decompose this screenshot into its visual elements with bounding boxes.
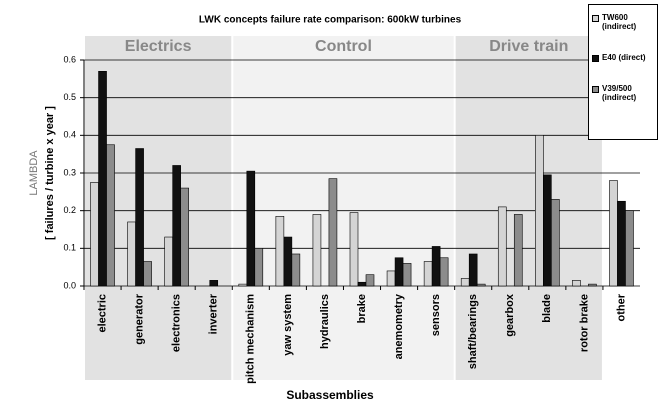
legend-label: V39/500 (indirect) (602, 84, 637, 102)
bar (476, 283, 486, 287)
bar (349, 212, 359, 287)
bar (328, 178, 338, 287)
bar (609, 180, 618, 287)
bar (98, 71, 107, 287)
group-band (233, 36, 454, 380)
bar (238, 283, 248, 287)
bar (291, 253, 301, 287)
x-axis-title: Subassemblies (286, 388, 374, 402)
bar (164, 236, 173, 287)
y-tick-label: 0.1 (63, 243, 76, 253)
bar (535, 135, 544, 287)
legend-swatch (592, 15, 599, 22)
x-tick-label: sensors (430, 294, 442, 336)
bar (386, 270, 396, 287)
x-tick-label: generator (134, 293, 146, 344)
bar (180, 187, 189, 287)
bar (106, 144, 115, 287)
bar (572, 280, 581, 287)
legend-item: TW600 (indirect) (592, 13, 654, 31)
legend-swatch (592, 86, 599, 93)
x-tick-label: electric (96, 294, 108, 333)
bar (460, 278, 470, 287)
group-label: Drive train (489, 38, 568, 55)
x-tick-label: hydraulics (319, 294, 331, 349)
bar (275, 216, 285, 287)
legend-item: E40 (direct) (592, 53, 654, 62)
legend: TW600 (indirect) E40 (direct) V39/500 (ind… (588, 4, 658, 140)
bar (617, 200, 626, 287)
group-label: Control (315, 38, 372, 55)
legend-swatch (592, 55, 599, 62)
bar (394, 257, 404, 287)
x-tick-label: pitch mechanism (245, 294, 257, 384)
y-tick-label: 0.2 (63, 205, 76, 215)
bar (551, 199, 560, 287)
bar (135, 148, 144, 287)
bar (254, 248, 264, 287)
bar (357, 281, 367, 287)
chart-title: LWK concepts failure rate comparison: 60… (199, 15, 462, 26)
y-tick-label: 0.5 (63, 92, 76, 102)
legend-item: V39/500 (indirect) (592, 84, 654, 102)
bar (625, 210, 634, 287)
x-tick-label: shaft/bearings (467, 294, 479, 369)
x-tick-label: inverter (208, 293, 220, 334)
bar (143, 261, 152, 287)
x-tick-label: anemometry (393, 293, 405, 359)
bar (312, 214, 322, 287)
bar (497, 206, 507, 287)
legend-label: E40 (direct) (602, 53, 646, 62)
bar (365, 274, 375, 287)
y-axis-title: LAMBDA (28, 150, 40, 196)
y-axis-title: [ failures / turbine x year ] (44, 106, 56, 240)
x-tick-label: rotor brake (578, 294, 590, 352)
bar (246, 170, 256, 287)
bar (90, 182, 99, 287)
y-tick-label: 0.0 (63, 280, 76, 290)
bar (431, 246, 441, 287)
x-tick-label: yaw system (282, 294, 294, 356)
x-tick-label: other (615, 293, 627, 321)
y-tick-label: 0.6 (63, 54, 76, 64)
x-tick-label: brake (356, 294, 368, 323)
y-tick-label: 0.4 (63, 130, 76, 140)
x-tick-label: electronics (171, 294, 183, 352)
bar (588, 283, 597, 287)
bar (402, 263, 412, 287)
bar (439, 257, 449, 287)
group-band (455, 36, 602, 380)
group-label: Electrics (125, 38, 192, 55)
bar (209, 280, 219, 287)
bar (172, 165, 181, 287)
x-tick-label: blade (541, 294, 553, 323)
bar (513, 214, 523, 287)
bar (468, 253, 478, 287)
bar (127, 221, 136, 287)
bar (283, 236, 293, 287)
bar (543, 174, 552, 287)
bar (423, 261, 433, 287)
y-tick-label: 0.3 (63, 167, 76, 177)
legend-label: TW600 (indirect) (602, 13, 637, 31)
x-tick-label: gearbox (504, 293, 516, 337)
